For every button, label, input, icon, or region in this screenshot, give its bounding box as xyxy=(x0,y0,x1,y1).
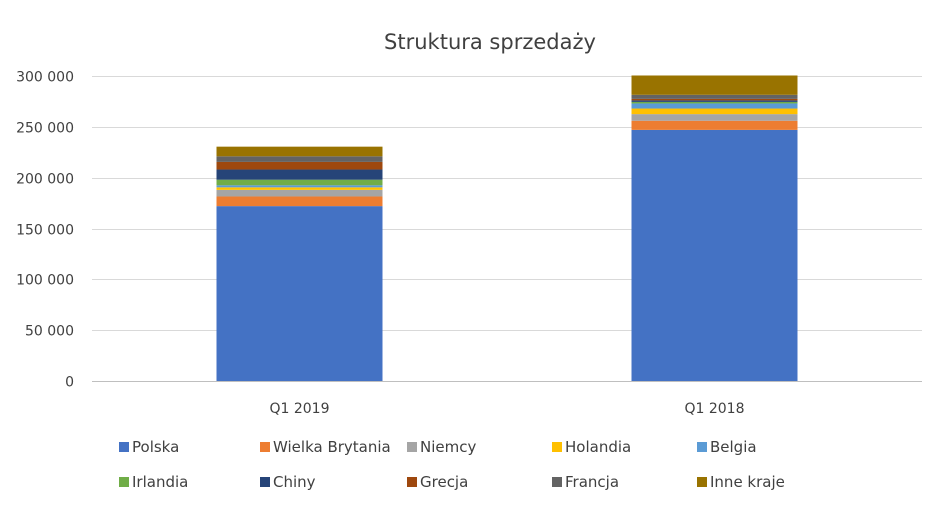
bar-segment-inne-kraje-q1-2019 xyxy=(216,146,383,157)
bar-segment-francja-q1-2019 xyxy=(216,156,383,162)
y-axis-tick-labels: 0 50 000 100 000 150 000 200 000 250 000 300 0… xyxy=(16,70,74,391)
bar-segment-holandia-q1-2019 xyxy=(216,187,383,190)
legend-item-wielka-brytania: Wielka Brytania xyxy=(260,438,391,456)
legend-item-chiny: Chiny xyxy=(260,473,316,491)
y-tick-label: 100 000 xyxy=(16,273,74,289)
chart-title: Struktura sprzedaży xyxy=(384,30,596,54)
legend-swatch xyxy=(552,442,562,452)
legend-swatch xyxy=(697,442,707,452)
legend-swatch xyxy=(119,442,129,452)
legend-item-holandia: Holandia xyxy=(552,438,631,456)
bar-segment-niemcy-q1-2019 xyxy=(216,189,383,197)
legend-item-grecja: Grecja xyxy=(407,473,468,491)
bar-segment-belgia-q1-2019 xyxy=(216,185,383,188)
legend-swatch xyxy=(407,442,417,452)
legend-item-belgia: Belgia xyxy=(697,438,757,456)
legend-label: Grecja xyxy=(420,473,468,491)
bar-segment-inne-kraje-q1-2018 xyxy=(631,75,798,95)
legend-swatch xyxy=(119,477,129,487)
legend-swatch xyxy=(260,477,270,487)
bar-segment-belgia-q1-2018 xyxy=(631,103,798,109)
legend-label: Chiny xyxy=(273,473,316,491)
bar-segment-irlandia-q1-2018 xyxy=(631,101,798,104)
bar-segment-grecja-q1-2019 xyxy=(216,161,383,170)
bar-segment-chiny-q1-2018 xyxy=(631,100,798,102)
bar-segment-irlandia-q1-2019 xyxy=(216,179,383,186)
legend-label: Wielka Brytania xyxy=(273,438,391,456)
bar-segment-holandia-q1-2018 xyxy=(631,108,798,115)
legend-label: Belgia xyxy=(710,438,757,456)
legend-swatch xyxy=(697,477,707,487)
legend-label: Francja xyxy=(565,473,619,491)
legend-item-francja: Francja xyxy=(552,473,619,491)
legend-item-polska: Polska xyxy=(119,438,179,456)
legend-swatch xyxy=(552,477,562,487)
bar-segment-wielka-brytania-q1-2019 xyxy=(216,196,383,207)
legend-label: Inne kraje xyxy=(710,473,785,491)
legend-item-irlandia: Irlandia xyxy=(119,473,188,491)
legend-label: Niemcy xyxy=(420,438,476,456)
y-tick-label: 300 000 xyxy=(16,70,74,86)
legend-item-inne-kraje: Inne kraje xyxy=(697,473,785,491)
y-tick-label: 0 xyxy=(65,375,74,391)
bar-segment-wielka-brytania-q1-2018 xyxy=(631,120,798,130)
bar-segment-niemcy-q1-2018 xyxy=(631,114,798,121)
legend-swatch xyxy=(260,442,270,452)
y-tick-label: 150 000 xyxy=(16,223,74,239)
x-axis-tick-labels: Q1 2019 Q1 2018 xyxy=(269,401,744,417)
y-tick-label: 50 000 xyxy=(25,324,74,340)
legend-label: Polska xyxy=(132,438,179,456)
legend-item-niemcy: Niemcy xyxy=(407,438,476,456)
x-tick-label: Q1 2019 xyxy=(269,401,329,417)
bars xyxy=(216,75,798,381)
bar-segment-chiny-q1-2019 xyxy=(216,169,383,180)
bar-segment-polska-q1-2019 xyxy=(216,206,383,381)
legend: Polska Wielka Brytania Niemcy Holandia Belgi… xyxy=(119,438,785,491)
legend-swatch xyxy=(407,477,417,487)
bar-segment-polska-q1-2018 xyxy=(631,129,798,381)
legend-label: Holandia xyxy=(565,438,631,456)
y-tick-label: 200 000 xyxy=(16,172,74,188)
bar-segment-francja-q1-2018 xyxy=(631,94,798,99)
bar-segment-grecja-q1-2018 xyxy=(631,98,798,101)
x-tick-label: Q1 2018 xyxy=(684,401,744,417)
legend-label: Irlandia xyxy=(132,473,188,491)
y-tick-label: 250 000 xyxy=(16,121,74,137)
